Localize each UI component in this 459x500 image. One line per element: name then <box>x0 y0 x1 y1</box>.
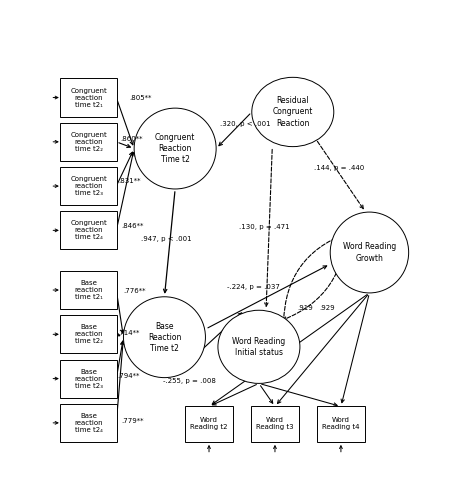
Text: .776**: .776** <box>123 288 146 294</box>
FancyBboxPatch shape <box>60 271 117 309</box>
Ellipse shape <box>134 108 216 189</box>
Text: Residual
Congruent
Reaction: Residual Congruent Reaction <box>272 96 312 128</box>
Text: .860**: .860** <box>120 136 142 142</box>
Text: Congruent
reaction
time t2₄: Congruent reaction time t2₄ <box>70 220 107 240</box>
Text: Congruent
reaction
time t2₁: Congruent reaction time t2₁ <box>70 88 107 108</box>
FancyBboxPatch shape <box>60 360 117 398</box>
Text: Word
Reading t4: Word Reading t4 <box>321 418 359 430</box>
Text: .320, p < .001: .320, p < .001 <box>219 120 270 126</box>
Text: Base
Reaction
Time t2: Base Reaction Time t2 <box>147 322 181 353</box>
Text: .805**: .805** <box>129 96 151 102</box>
Text: Base
reaction
time t2₂: Base reaction time t2₂ <box>74 324 103 344</box>
Text: .947, p < .001: .947, p < .001 <box>141 236 191 242</box>
Ellipse shape <box>123 297 205 378</box>
Text: .794**: .794** <box>117 374 140 380</box>
Text: Congruent
Reaction
Time t2: Congruent Reaction Time t2 <box>155 133 195 164</box>
Text: .929: .929 <box>319 306 335 312</box>
Ellipse shape <box>251 78 333 146</box>
Text: .779**: .779** <box>121 418 144 424</box>
Text: .831**: .831** <box>118 178 140 184</box>
Text: Congruent
reaction
time t2₃: Congruent reaction time t2₃ <box>70 176 107 196</box>
Text: .144, p = .440: .144, p = .440 <box>313 165 364 171</box>
FancyBboxPatch shape <box>316 406 364 442</box>
Text: .714**: .714** <box>117 330 140 336</box>
Text: Base
reaction
time t2₁: Base reaction time t2₁ <box>74 280 103 300</box>
Text: Word Reading
Initial status: Word Reading Initial status <box>232 337 285 357</box>
Text: Congruent
reaction
time t2₂: Congruent reaction time t2₂ <box>70 132 107 152</box>
Text: -.255, p = .008: -.255, p = .008 <box>162 378 215 384</box>
Ellipse shape <box>218 310 299 384</box>
Text: Word
Reading t2: Word Reading t2 <box>190 418 227 430</box>
FancyBboxPatch shape <box>251 406 298 442</box>
Text: Word
Reading t3: Word Reading t3 <box>256 418 293 430</box>
FancyBboxPatch shape <box>185 406 232 442</box>
FancyBboxPatch shape <box>60 167 117 205</box>
FancyBboxPatch shape <box>60 404 117 442</box>
FancyBboxPatch shape <box>60 212 117 250</box>
Ellipse shape <box>330 212 408 293</box>
Text: -.224, p = .037: -.224, p = .037 <box>226 284 279 290</box>
FancyBboxPatch shape <box>60 316 117 354</box>
FancyBboxPatch shape <box>60 123 117 161</box>
FancyBboxPatch shape <box>60 78 117 116</box>
Text: Base
reaction
time t2₃: Base reaction time t2₃ <box>74 368 103 388</box>
Text: .130, p = .471: .130, p = .471 <box>239 224 289 230</box>
Text: .846**: .846** <box>121 222 144 228</box>
Text: Word Reading
Growth: Word Reading Growth <box>342 242 395 262</box>
Text: .919: .919 <box>297 306 312 312</box>
Text: Base
reaction
time t2₄: Base reaction time t2₄ <box>74 413 103 433</box>
